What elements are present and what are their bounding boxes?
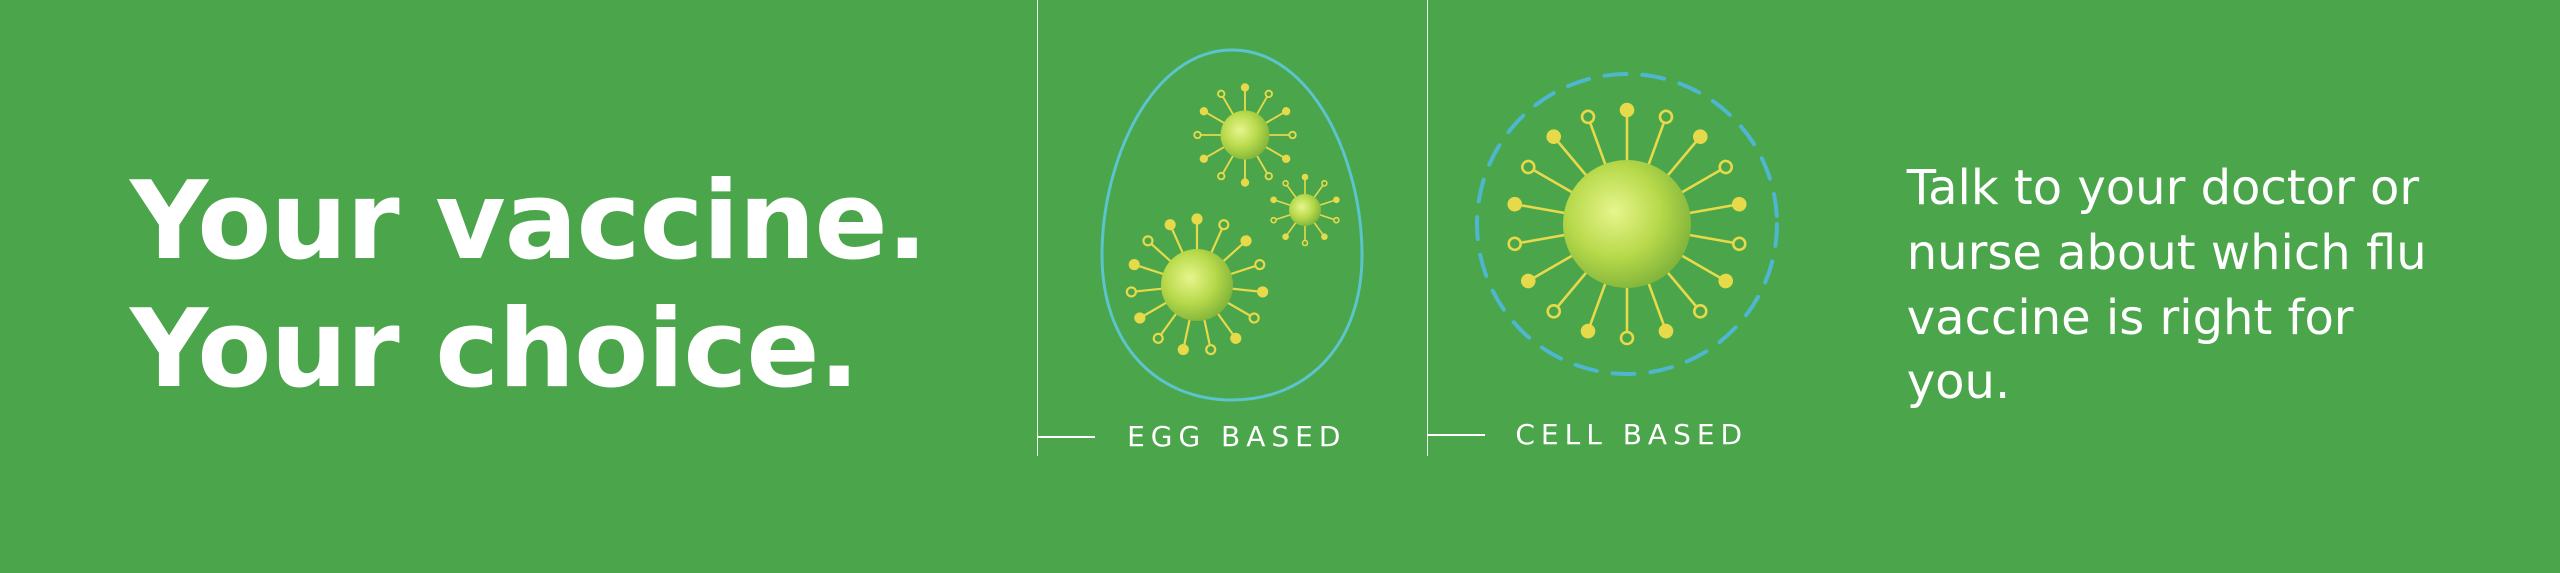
panel-cell-based: CELL BASED: [1427, 0, 1827, 571]
caption-tick: [1037, 436, 1095, 438]
caption-text-cell: CELL BASED: [1515, 418, 1748, 451]
cell-icon: [1462, 59, 1792, 389]
headline-line-2: Your choice.: [130, 286, 927, 413]
panel-divider: [1427, 0, 1429, 456]
egg-icon: [1087, 40, 1377, 410]
panel-divider: [1037, 0, 1039, 456]
panel-egg-based: EGG BASED: [1037, 0, 1427, 571]
panel-caption-cell: CELL BASED: [1467, 418, 1787, 571]
tagline: Talk to your doctor or nurse about which…: [1907, 156, 2427, 415]
vaccine-type-panels: EGG BASED: [1037, 0, 1827, 571]
headline-line-1: Your vaccine.: [130, 158, 927, 285]
caption-text-egg: EGG BASED: [1127, 420, 1346, 453]
caption-tick: [1427, 434, 1485, 436]
cell-illustration: [1462, 0, 1792, 418]
panel-caption-egg: EGG BASED: [1077, 420, 1387, 573]
egg-illustration: [1087, 0, 1377, 420]
headline: Your vaccine. Your choice.: [130, 158, 927, 413]
